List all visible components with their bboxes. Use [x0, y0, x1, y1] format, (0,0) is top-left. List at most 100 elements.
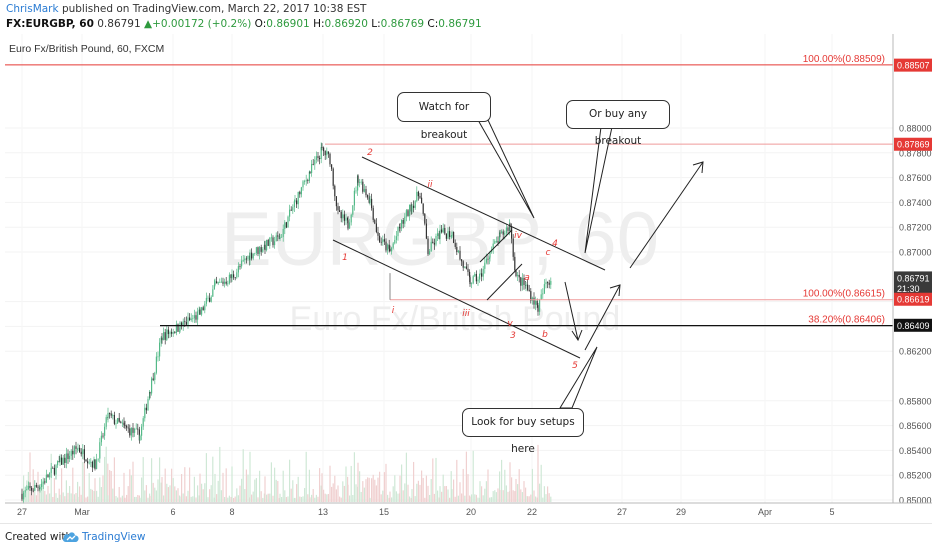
candle-body: [239, 266, 241, 267]
candle-body: [172, 332, 174, 334]
volume-bar: [129, 469, 131, 502]
candle-body: [154, 372, 156, 380]
candle-body: [459, 250, 461, 260]
volume-bar: [547, 486, 549, 502]
volume-bar: [525, 487, 527, 502]
price-marker-label: 0.87869: [897, 140, 930, 150]
volume-bar: [285, 497, 287, 502]
volume-bar: [374, 479, 376, 502]
candle-body: [312, 163, 314, 165]
candle-body: [181, 322, 183, 327]
volume-bar: [297, 476, 299, 502]
candle-body: [542, 293, 544, 295]
candle-body: [160, 337, 162, 343]
author-link[interactable]: ChrisMark: [6, 3, 59, 15]
volume-bar: [252, 491, 254, 502]
volume-bar: [174, 486, 176, 502]
volume-bar: [39, 486, 41, 502]
candle-body: [427, 238, 429, 255]
volume-bar: [308, 469, 310, 502]
volume-bar: [453, 479, 455, 502]
volume-bar: [399, 475, 401, 502]
price-marker-label: 0.86791: [897, 273, 930, 283]
candle-body: [438, 233, 440, 239]
volume-bar: [485, 481, 487, 502]
candle-body: [512, 238, 514, 257]
volume-bar: [57, 497, 59, 502]
candle-body: [254, 252, 256, 254]
tradingview-brand[interactable]: TradingView: [82, 531, 146, 543]
volume-bar: [83, 462, 85, 502]
candle-body: [264, 244, 266, 251]
volume-bar: [430, 478, 432, 502]
volume-bar: [230, 496, 232, 502]
volume-bar: [217, 480, 219, 502]
tradingview-cloud-icon[interactable]: [62, 530, 80, 544]
candle-body: [454, 242, 456, 247]
volume-bar: [368, 477, 370, 502]
candle-body: [249, 252, 251, 261]
volume-bar: [44, 490, 46, 502]
volume-bar: [419, 484, 421, 502]
price-tick-label: 0.87600: [899, 173, 932, 183]
candle-body: [379, 235, 381, 242]
price-marker-box: [894, 281, 932, 295]
volume-bar: [402, 490, 404, 502]
volume-bar: [222, 472, 224, 502]
time-tick-label: Mar: [74, 507, 90, 517]
candle-body: [497, 241, 499, 243]
volume-bar: [367, 477, 369, 502]
volume-bar: [514, 491, 516, 502]
time-tick-label: 29: [676, 507, 686, 517]
volume-bar: [379, 471, 381, 502]
candle-body: [244, 258, 246, 261]
callout-watch-breakout[interactable]: Watch for breakout: [397, 92, 491, 141]
candle-body: [363, 189, 365, 192]
time-tick-label: 20: [466, 507, 476, 517]
volume-bar: [90, 488, 92, 502]
volume-bar: [479, 481, 481, 502]
volume-bar: [231, 466, 233, 502]
candle-body: [274, 241, 276, 246]
candle-body: [212, 289, 214, 297]
candle-body: [269, 237, 271, 246]
time-axis[interactable]: 27 Mar 6 8 13 15 20 22 27 29 Apr 5: [5, 502, 932, 517]
candle-body: [388, 244, 390, 249]
volume-bar: [332, 483, 334, 502]
volume-bar: [525, 496, 527, 502]
volume-bar: [93, 491, 95, 502]
candle-body: [355, 190, 357, 192]
published-text: published on TradingView.com, March 22, …: [61, 3, 367, 15]
candle-body: [445, 233, 447, 239]
callout-buy-breakout[interactable]: Or buy any breakout: [566, 100, 670, 147]
volume-bar: [296, 484, 298, 502]
price-tick-label: 0.87400: [899, 198, 932, 208]
volume-bar: [312, 489, 314, 502]
volume-bar: [205, 453, 207, 502]
arrow-up-1: [584, 284, 621, 351]
callout-buy-setups[interactable]: Look for buy setups here: [462, 408, 584, 455]
candle-body: [237, 266, 239, 273]
volume-bar: [99, 477, 101, 502]
candle-body: [252, 253, 254, 259]
volume-bar: [267, 493, 269, 502]
time-tick-label: 15: [379, 507, 389, 517]
channel-upper-line: [361, 156, 606, 271]
candle-body: [523, 278, 525, 285]
volume-bar: [287, 496, 289, 502]
candle-body: [120, 421, 122, 423]
last-price: 0.86791: [97, 18, 141, 30]
candle-body: [72, 450, 74, 455]
symbol[interactable]: FX:EURGBP, 60: [6, 18, 94, 30]
volume-bar: [300, 496, 302, 502]
volume-bar: [382, 490, 384, 502]
candle-body: [266, 239, 268, 251]
price-axis[interactable]: 0.88000 0.87800 0.87600 0.87400 0.87200 0.870…: [892, 34, 932, 506]
candle-body: [53, 467, 55, 475]
volume-bar: [380, 494, 382, 502]
volume-bar: [154, 487, 156, 502]
price-tick-label: 0.85800: [899, 396, 932, 406]
candle-body: [367, 195, 369, 198]
volume-bar: [495, 492, 497, 502]
volume-bar: [24, 493, 26, 502]
